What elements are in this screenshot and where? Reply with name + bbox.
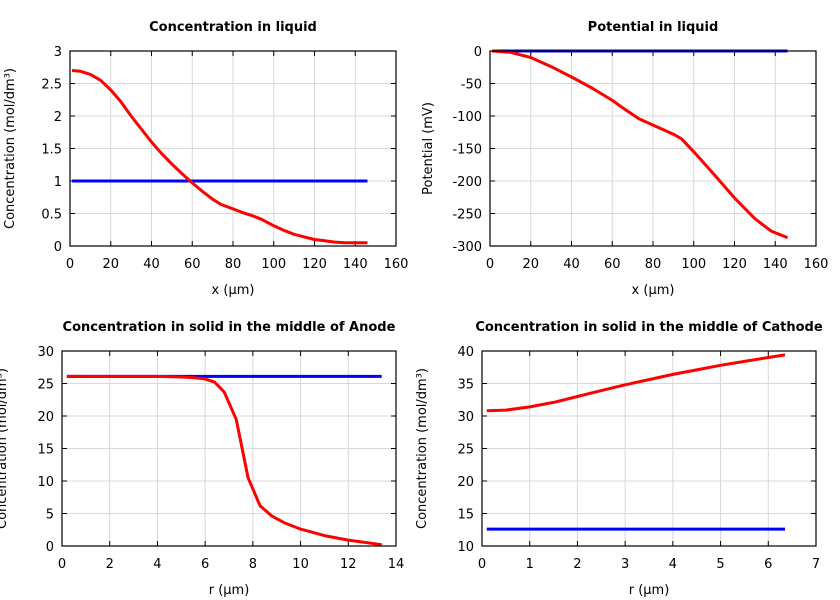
- plot-frame: [489, 50, 817, 247]
- y-tick-label: 15: [37, 443, 54, 458]
- y-tick-label: 1: [54, 175, 62, 190]
- x-tick-label: 60: [184, 257, 201, 272]
- x-axis-label: r (μm): [209, 583, 250, 598]
- chart-3: Concentration in solid in the middle of …: [0, 320, 404, 598]
- x-tick-label: 80: [645, 257, 662, 272]
- y-axis-label: Concentration (mol/dm³): [0, 368, 10, 529]
- chart-title: Concentration in solid in the middle of …: [63, 320, 396, 335]
- x-tick-label: 4: [669, 557, 677, 572]
- y-tick-label: 25: [457, 443, 474, 458]
- x-axis-label: x (μm): [632, 283, 675, 298]
- y-tick-label: 10: [457, 540, 474, 555]
- y-axis-label: Concentration (mol/dm³): [3, 68, 18, 229]
- y-tick-label: 2.5: [41, 78, 62, 93]
- chart-2: Potential in liquid 0 20 40 60 80 100 120 140 160…: [421, 20, 828, 298]
- red-series-line: [66, 374, 382, 547]
- x-tick-label: 40: [563, 257, 580, 272]
- chart-title: Concentration in solid in the middle of …: [475, 320, 823, 335]
- x-tick-label: 0: [486, 257, 494, 272]
- y-tick-label: 30: [457, 410, 474, 425]
- y-tick-label: 40: [457, 345, 474, 360]
- x-tick-label: 10: [292, 557, 309, 572]
- y-tick-label: 20: [457, 475, 474, 490]
- chart-title: Concentration in liquid: [149, 20, 317, 35]
- x-tick-label: 14: [388, 557, 405, 572]
- x-tick-label: 7: [812, 557, 820, 572]
- y-tick-label: 10: [37, 475, 54, 490]
- x-tick-label: 4: [153, 557, 161, 572]
- plot-frame: [61, 350, 397, 547]
- y-tick-label: 0.5: [41, 208, 62, 223]
- y-tick-label: 0: [54, 240, 62, 255]
- x-tick-label: 0: [66, 257, 74, 272]
- x-tick-label: 40: [143, 257, 160, 272]
- red-series-line: [491, 49, 789, 239]
- x-tick-label: 160: [384, 257, 409, 272]
- y-tick-label: 0: [46, 540, 54, 555]
- y-tick-label: -250: [452, 208, 482, 223]
- x-tick-label: 6: [764, 557, 772, 572]
- x-tick-label: 160: [804, 257, 829, 272]
- y-tick-label: -150: [452, 143, 482, 158]
- x-tick-label: 20: [522, 257, 539, 272]
- x-tick-label: 2: [106, 557, 114, 572]
- y-tick-label: 3: [54, 45, 62, 60]
- x-tick-label: 120: [722, 257, 747, 272]
- x-tick-label: 120: [302, 257, 327, 272]
- y-axis-label: Potential (mV): [421, 102, 436, 195]
- x-tick-label: 0: [58, 557, 66, 572]
- x-axis-label: r (μm): [629, 583, 670, 598]
- y-tick-label: 20: [37, 410, 54, 425]
- x-tick-label: 140: [763, 257, 788, 272]
- y-tick-label: -50: [461, 78, 482, 93]
- chart-title: Potential in liquid: [588, 20, 719, 35]
- y-tick-label: -100: [452, 110, 482, 125]
- y-tick-label: 30: [37, 345, 54, 360]
- x-tick-label: 100: [261, 257, 286, 272]
- y-tick-label: 0: [474, 45, 482, 60]
- x-axis-label: x (μm): [212, 283, 255, 298]
- x-tick-label: 80: [225, 257, 242, 272]
- x-tick-label: 8: [249, 557, 257, 572]
- plot-frame: [69, 50, 397, 247]
- y-tick-label: 2: [54, 110, 62, 125]
- x-tick-label: 3: [621, 557, 629, 572]
- y-tick-label: 1.5: [41, 143, 62, 158]
- x-tick-label: 5: [716, 557, 724, 572]
- x-tick-label: 6: [201, 557, 209, 572]
- x-tick-label: 100: [681, 257, 706, 272]
- red-series-line: [486, 353, 786, 413]
- y-axis-label: Concentration (mol/dm³): [415, 368, 430, 529]
- x-tick-label: 12: [340, 557, 357, 572]
- x-tick-label: 2: [573, 557, 581, 572]
- y-tick-label: -300: [452, 240, 482, 255]
- x-tick-label: 0: [478, 557, 486, 572]
- x-tick-label: 1: [526, 557, 534, 572]
- y-tick-label: -200: [452, 175, 482, 190]
- y-tick-label: 35: [457, 378, 474, 393]
- plot-frame: [481, 350, 817, 547]
- x-tick-label: 140: [343, 257, 368, 272]
- red-series-line: [71, 69, 368, 245]
- x-tick-label: 60: [604, 257, 621, 272]
- y-tick-label: 25: [37, 378, 54, 393]
- y-tick-label: 5: [46, 508, 54, 523]
- chart-4: Concentration in solid in the middle of …: [415, 320, 823, 598]
- y-tick-label: 15: [457, 508, 474, 523]
- x-tick-label: 20: [102, 257, 119, 272]
